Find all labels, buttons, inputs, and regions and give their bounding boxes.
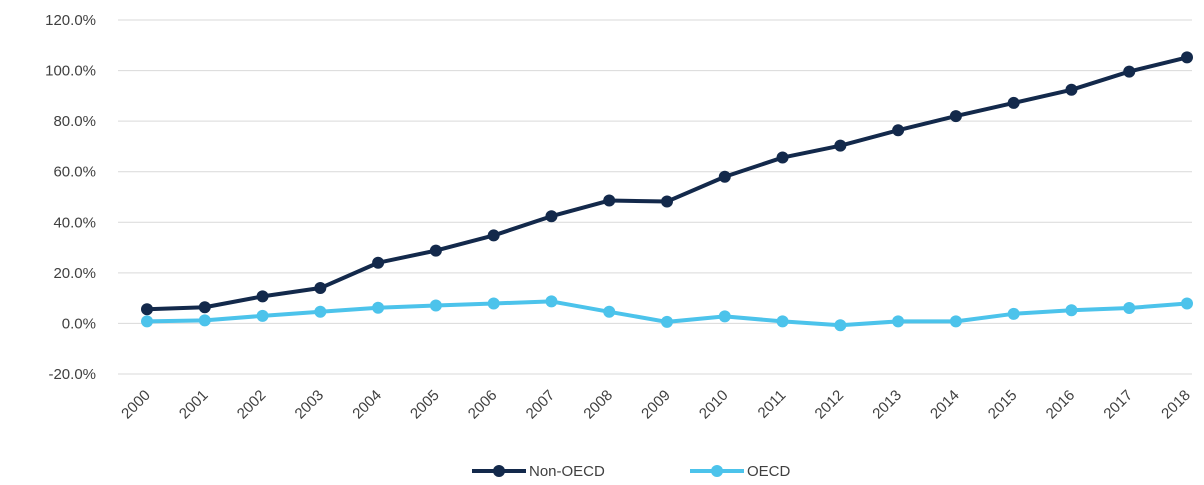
y-tick-label: 0.0% [62,315,96,332]
x-tick-label: 2016 [1043,387,1079,423]
data-point [834,139,847,152]
gridlines [118,19,1192,375]
y-tick-label: 100.0% [45,63,96,80]
y-tick-label: -20.0% [48,366,96,383]
x-tick-label: 2005 [407,387,443,423]
y-tick-label: 120.0% [45,12,96,29]
series-lines [141,51,1193,332]
data-point [487,229,500,242]
data-point [545,295,558,308]
data-point [198,301,211,314]
x-tick-label: 2002 [234,387,270,423]
x-tick-label: 2018 [1158,387,1194,423]
legend-label: OECD [747,463,791,480]
data-point [198,314,211,327]
data-point [429,244,442,257]
data-point [1181,297,1193,310]
data-point [776,151,789,164]
data-point [1065,83,1078,96]
x-tick-label: 2009 [638,387,674,423]
data-point [1007,96,1020,109]
legend-item: OECD [690,463,791,480]
data-point [603,194,616,207]
x-tick-label: 2010 [696,387,732,423]
data-point [1007,307,1020,320]
y-tick-label: 80.0% [53,113,96,130]
x-axis-tick-labels: 2000 2001 2002 2003 2004 2005 2006 2007 2008 2009… [118,387,1194,423]
x-tick-label: 2017 [1100,387,1136,423]
y-tick-label: 60.0% [53,164,96,181]
series-oecd [141,295,1193,332]
legend-marker [493,465,505,477]
x-tick-label: 2001 [176,387,212,423]
data-point [1123,302,1136,315]
data-point [141,303,153,316]
y-tick-label: 20.0% [53,265,96,282]
legend-label: Non-OECD [529,463,605,480]
data-point [603,305,616,318]
x-tick-label: 2004 [349,387,385,423]
data-point [487,297,500,310]
x-tick-label: 2006 [465,387,501,423]
data-point [141,315,153,328]
data-point [314,282,327,295]
data-point [372,301,385,314]
data-point [661,195,673,208]
x-tick-label: 2011 [755,387,790,422]
x-tick-label: 2003 [292,387,328,423]
data-point [256,290,269,303]
data-point [776,315,789,328]
data-point [661,315,673,328]
y-tick-label: 40.0% [53,214,96,231]
data-point [718,310,731,323]
x-tick-label: 2013 [869,387,905,423]
x-tick-label: 2014 [927,387,963,423]
legend-marker [711,465,723,477]
data-point [545,210,558,223]
x-tick-label: 2000 [118,387,154,423]
data-point [1181,51,1193,64]
x-tick-label: 2007 [523,387,559,423]
x-tick-label: 2008 [580,387,616,423]
x-tick-label: 2015 [985,387,1021,423]
data-point [718,170,731,183]
data-point [892,124,905,137]
data-point [892,315,905,328]
data-point [429,299,442,312]
series-non-oecd [141,51,1193,316]
data-point [949,110,962,123]
y-axis-tick-labels: -20.0% 0.0% 20.0% 40.0% 60.0% 80.0% 100.0% 120.… [45,12,96,383]
data-point [314,305,327,318]
data-point [1123,65,1136,78]
data-point [1065,304,1078,317]
data-point [372,256,385,269]
legend: Non-OECD OECD [472,463,791,480]
legend-item: Non-OECD [472,463,605,480]
data-point [949,315,962,328]
data-point [834,319,847,332]
data-point [256,309,269,322]
x-tick-label: 2012 [812,387,848,423]
series-line [145,55,1189,312]
